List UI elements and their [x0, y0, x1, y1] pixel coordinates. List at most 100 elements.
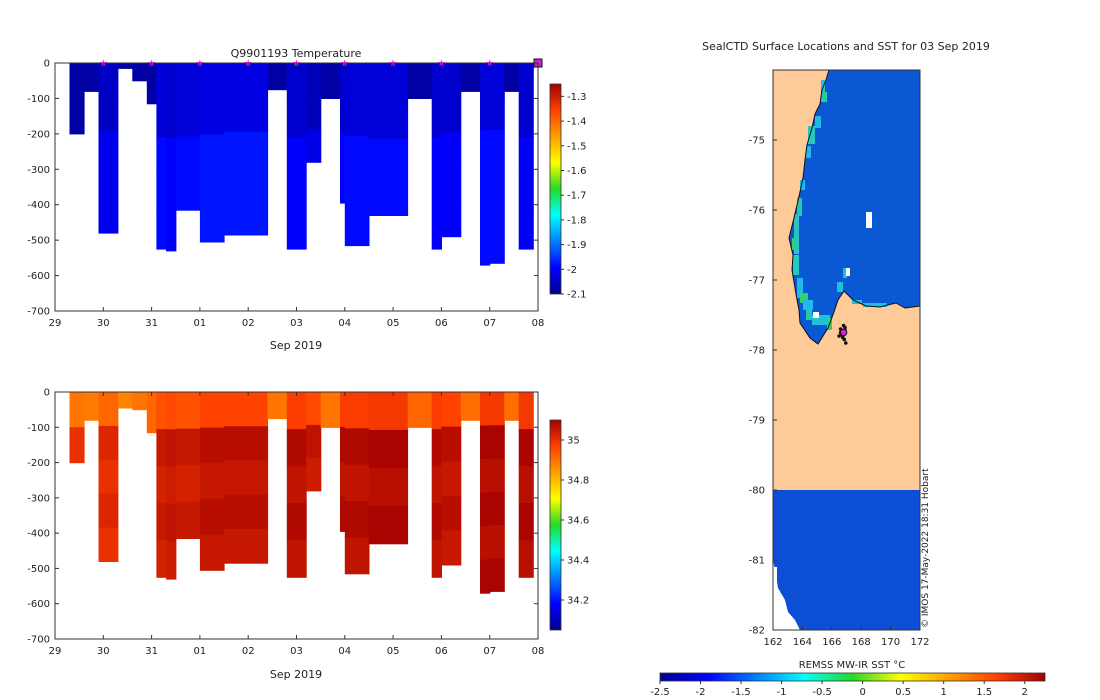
current-seal-location	[839, 328, 848, 337]
profile-cell	[98, 199, 119, 234]
temperature-title: Q9901193 Temperature	[231, 47, 362, 60]
profile-cell	[146, 63, 158, 105]
profile-cell	[156, 540, 167, 578]
profile-cell	[306, 424, 322, 459]
profile-cell	[166, 63, 177, 102]
x-tick-label: 02	[242, 318, 255, 329]
profile-cell	[98, 493, 119, 529]
profile-cell	[441, 495, 462, 531]
profile-cell	[489, 491, 505, 526]
profile-cell	[286, 137, 307, 176]
profile-cell	[518, 540, 534, 578]
sst-colorbar-tick-label: -1	[777, 687, 787, 698]
salinity-profiles	[69, 392, 534, 594]
colorbar-tick-label: -1.8	[567, 215, 587, 226]
profile-cell	[199, 134, 225, 171]
profile-cell	[441, 167, 462, 203]
missing-data-patch	[773, 567, 777, 585]
y-tick-label: -500	[27, 236, 50, 247]
colorbar-tick-label: -1.7	[567, 191, 587, 202]
map-y-tick-label: -75	[749, 136, 765, 147]
profile-cell	[199, 427, 225, 464]
x-tick-label: 31	[145, 318, 158, 329]
profile-cell	[156, 174, 167, 213]
profile-cell	[340, 63, 346, 99]
profile-cell	[166, 138, 177, 177]
map-y-tick-label: -78	[749, 346, 765, 357]
x-tick-label: 29	[49, 318, 62, 329]
profile-cell	[431, 211, 442, 250]
profile-cell	[117, 392, 133, 409]
profile-cell	[344, 209, 370, 247]
temperature-chart: Q9901193 Temperature ★ ★ ★ ★ ★ ★ ★ ★ ★ 29 30 31 01 0…	[27, 47, 586, 352]
profile-cell	[166, 541, 177, 580]
profile-cell	[166, 100, 177, 139]
x-tick-label: 02	[242, 646, 255, 657]
profile-cell	[518, 137, 534, 176]
profile-cell	[166, 175, 177, 214]
profile-cell	[340, 426, 346, 463]
profile-cell	[431, 392, 442, 430]
profile-cell	[199, 170, 225, 207]
profile-cell	[69, 427, 85, 464]
profile-cell	[480, 164, 491, 199]
sst-colorbar-label: REMSS MW-IR SST °C	[799, 660, 906, 671]
profile-cell	[480, 492, 491, 527]
profile-cell	[518, 466, 534, 504]
profile-cell	[431, 503, 442, 541]
sst-map: SealCTD Surface Locations and SST for 03…	[650, 40, 1046, 698]
ocean-area	[789, 70, 920, 344]
profile-cell	[489, 129, 505, 164]
x-tick-label: 07	[483, 646, 496, 657]
y-tick-label: -300	[27, 493, 50, 504]
profile-cell	[489, 163, 505, 198]
profile-cell	[340, 133, 346, 169]
profile-cell	[175, 501, 201, 539]
profile-cell	[69, 63, 85, 99]
profile-cell	[344, 136, 370, 174]
profile-cell	[175, 136, 201, 174]
x-tick-label: 05	[387, 646, 400, 657]
profile-cell	[175, 99, 201, 138]
profile-cell	[480, 459, 491, 494]
profile-cell	[175, 465, 201, 503]
profile-cell	[480, 231, 491, 266]
profile-cell	[344, 501, 370, 538]
profile-cell	[224, 200, 269, 236]
profile-cell	[480, 526, 491, 561]
map-title: SealCTD Surface Locations and SST for 03…	[702, 40, 990, 53]
x-tick-label: 30	[97, 318, 110, 329]
profile-cell	[368, 429, 409, 469]
salinity-x-axis: 29 30 31 01 02 03 04 05 06 07 08	[49, 392, 544, 657]
profile-cell	[441, 392, 462, 428]
y-tick-label: 0	[44, 388, 50, 399]
profile-cell	[431, 100, 442, 138]
map-y-tick-label: -79	[749, 416, 765, 427]
colorbar-tick-label: -1.5	[567, 141, 587, 152]
colorbar-tick-label: -1.3	[567, 92, 587, 103]
map-credit: © IMOS 17-May-2022 18:31 Hobart	[921, 468, 931, 628]
x-tick-label: 31	[145, 646, 158, 657]
colorbar-tick-label: 34.4	[567, 556, 589, 567]
profile-cell	[286, 540, 307, 578]
profile-cell	[431, 540, 442, 578]
missing-data-patch	[846, 268, 850, 276]
sst-colorbar-tick-label: -0.5	[812, 687, 832, 698]
profile-cell	[224, 460, 269, 496]
profile-cell	[480, 63, 491, 98]
profile-cell	[166, 504, 177, 543]
profile-cell	[286, 466, 307, 504]
profile-cell	[480, 130, 491, 165]
temperature-xlabel: Sep 2019	[270, 339, 322, 352]
profile-cell	[344, 172, 370, 210]
profile-cell	[166, 213, 177, 252]
map-y-tick-label: -82	[749, 626, 765, 637]
profile-cell	[340, 98, 346, 134]
profile-cell	[98, 392, 119, 427]
profile-cell	[368, 101, 409, 140]
profile-cell	[480, 559, 491, 594]
colorbar-tick-label: -1.4	[567, 117, 587, 128]
profile-cell	[98, 97, 119, 132]
profile-cell	[69, 392, 85, 428]
y-tick-label: -700	[27, 307, 50, 318]
